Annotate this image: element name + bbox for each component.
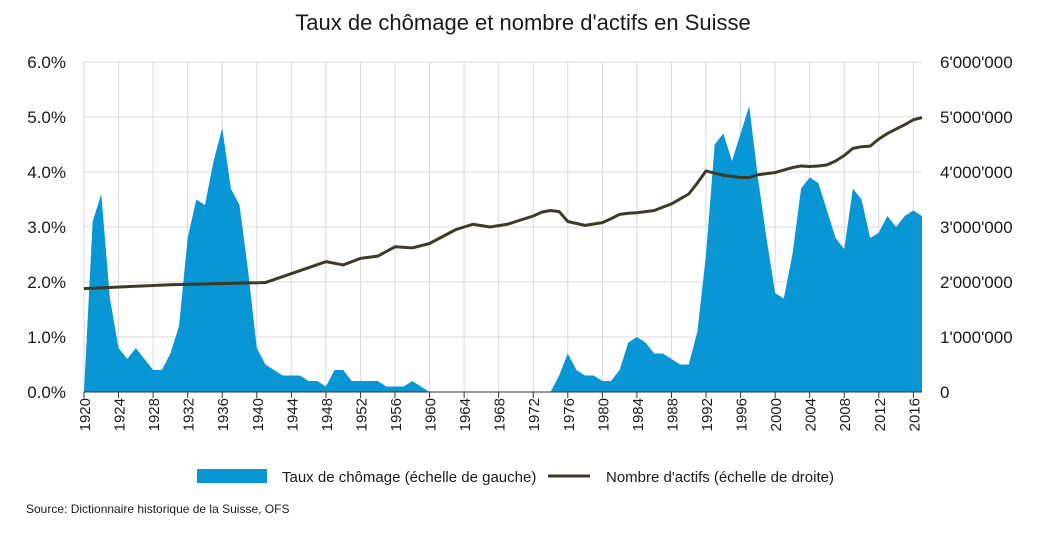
x-tick-label: 1956 xyxy=(388,398,405,431)
right-tick-label: 2'000'000 xyxy=(940,273,1013,292)
x-tick-label: 2000 xyxy=(768,398,785,431)
legend-label-line: Nombre d'actifs (échelle de droite) xyxy=(606,469,834,486)
legend: Taux de chômage (échelle de gauche) Nomb… xyxy=(197,469,834,486)
x-tick-label: 1928 xyxy=(146,398,163,431)
x-tick-label: 1984 xyxy=(630,398,647,431)
x-tick-label: 1980 xyxy=(595,398,612,431)
x-tick-label: 1976 xyxy=(561,398,578,431)
right-tick-label: 5'000'000 xyxy=(940,108,1013,127)
right-tick-label: 4'000'000 xyxy=(940,163,1013,182)
legend-swatch-area xyxy=(197,469,267,483)
right-tick-label: 3'000'000 xyxy=(940,218,1013,237)
x-tick-label: 1968 xyxy=(492,398,509,431)
x-tick-label: 1932 xyxy=(181,398,198,431)
x-tick-label: 1972 xyxy=(526,398,543,431)
left-tick-label: 4.0% xyxy=(27,163,66,182)
line-layer xyxy=(83,116,923,291)
x-tick-label: 1988 xyxy=(664,398,681,431)
right-tick-label: 1'000'000 xyxy=(940,328,1013,347)
left-tick-label: 1.0% xyxy=(27,328,66,347)
unemployment-area xyxy=(84,106,922,392)
axes: 0.0% 0 1.0% 1'000'000 2.0% 2'000'000 3.0% 3'000… xyxy=(27,53,1012,431)
x-tick-label: 1948 xyxy=(319,398,336,431)
x-tick-label: 2008 xyxy=(837,398,854,431)
x-tick-label: 1964 xyxy=(457,398,474,431)
area-layer xyxy=(84,106,922,392)
x-tick-label: 1996 xyxy=(734,398,751,431)
right-tick-label: 6'000'000 xyxy=(940,53,1013,72)
right-tick-label: 0 xyxy=(940,383,949,402)
x-tick-label: 2016 xyxy=(906,398,923,431)
source-note: Source: Dictionnaire historique de la Su… xyxy=(26,502,289,516)
x-tick-label: 1940 xyxy=(250,398,267,431)
x-tick-label: 2012 xyxy=(872,398,889,431)
chart-title: Taux de chômage et nombre d'actifs en Su… xyxy=(295,10,750,35)
x-tick-label: 1992 xyxy=(699,398,716,431)
active-population-line xyxy=(83,116,923,291)
x-tick-label: 1920 xyxy=(77,398,94,431)
x-tick-label: 1952 xyxy=(353,398,370,431)
x-tick-label: 1944 xyxy=(284,398,301,431)
x-tick-label: 1960 xyxy=(423,398,440,431)
x-tick-label: 1936 xyxy=(215,398,232,431)
left-tick-label: 6.0% xyxy=(27,53,66,72)
legend-label-area: Taux de chômage (échelle de gauche) xyxy=(282,469,536,486)
left-tick-label: 2.0% xyxy=(27,273,66,292)
x-tick-label: 2004 xyxy=(803,398,820,431)
x-tick-label: 1924 xyxy=(112,398,129,431)
left-tick-label: 0.0% xyxy=(27,383,66,402)
left-tick-label: 3.0% xyxy=(27,218,66,237)
left-tick-label: 5.0% xyxy=(27,108,66,127)
